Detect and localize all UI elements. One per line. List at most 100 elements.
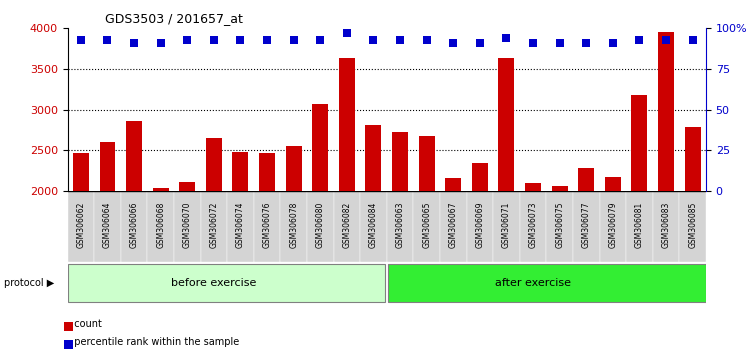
Bar	[147, 28, 174, 191]
Point	[500, 35, 512, 41]
Text: percentile rank within the sample: percentile rank within the sample	[68, 337, 239, 347]
Point	[341, 30, 353, 36]
Bar	[599, 191, 626, 262]
Bar	[333, 191, 360, 262]
Bar	[339, 58, 354, 191]
Bar	[499, 58, 514, 191]
Text: GSM306080: GSM306080	[315, 202, 324, 248]
Text: GSM306078: GSM306078	[289, 202, 298, 248]
Bar	[387, 28, 413, 191]
Text: GSM306063: GSM306063	[396, 202, 405, 248]
Bar	[472, 164, 488, 191]
Text: GDS3503 / 201657_at: GDS3503 / 201657_at	[105, 12, 243, 25]
Bar	[578, 169, 594, 191]
Bar	[547, 28, 573, 191]
Bar	[680, 191, 706, 262]
Point	[527, 40, 539, 46]
Text: GSM306083: GSM306083	[662, 202, 671, 248]
Bar	[312, 104, 328, 191]
Bar	[280, 28, 307, 191]
Text: GSM306065: GSM306065	[422, 202, 431, 248]
Bar	[121, 191, 147, 262]
Bar	[413, 28, 440, 191]
Bar	[419, 136, 435, 191]
Bar	[653, 28, 680, 191]
Bar	[206, 138, 222, 191]
Bar	[626, 191, 653, 262]
Bar	[493, 191, 520, 262]
Point	[633, 37, 645, 42]
Bar	[520, 28, 547, 191]
Bar	[152, 188, 169, 191]
Bar	[493, 28, 520, 191]
Bar	[233, 152, 249, 191]
Bar	[466, 191, 493, 262]
Bar	[626, 28, 653, 191]
Bar	[99, 142, 116, 191]
Bar	[685, 127, 701, 191]
Text: GSM306079: GSM306079	[608, 202, 617, 248]
Text: count: count	[68, 319, 101, 329]
Bar	[228, 28, 254, 191]
Text: GSM306066: GSM306066	[130, 202, 139, 248]
Point	[314, 37, 326, 42]
Point	[234, 37, 246, 42]
Bar	[228, 191, 254, 262]
Bar	[147, 191, 174, 262]
Bar	[466, 28, 493, 191]
Bar	[174, 191, 201, 262]
Text: GSM306082: GSM306082	[342, 202, 351, 248]
Text: GSM306062: GSM306062	[77, 202, 86, 248]
Point	[394, 37, 406, 42]
Text: before exercise: before exercise	[171, 278, 257, 288]
Bar	[68, 191, 94, 262]
Bar	[94, 191, 121, 262]
Text: GSM306076: GSM306076	[263, 202, 272, 248]
Bar	[254, 28, 280, 191]
Bar	[573, 28, 599, 191]
Point	[581, 40, 593, 46]
Text: GSM306081: GSM306081	[635, 202, 644, 248]
Point	[448, 40, 460, 46]
Bar	[121, 28, 147, 191]
Point	[660, 37, 672, 42]
Text: GSM306072: GSM306072	[210, 202, 219, 248]
Bar	[201, 28, 228, 191]
Point	[155, 40, 167, 46]
Text: GSM306064: GSM306064	[103, 202, 112, 248]
Bar	[525, 183, 541, 191]
Text: GSM306084: GSM306084	[369, 202, 378, 248]
Bar	[632, 95, 647, 191]
Bar	[68, 28, 94, 191]
Bar	[285, 146, 302, 191]
Point	[128, 40, 140, 46]
Point	[474, 40, 486, 46]
Bar	[440, 191, 466, 262]
Bar	[413, 191, 440, 262]
Text: protocol ▶: protocol ▶	[4, 278, 54, 288]
Point	[181, 37, 193, 42]
Bar	[174, 28, 201, 191]
Bar	[552, 186, 568, 191]
Text: GSM306077: GSM306077	[582, 202, 591, 248]
Point	[421, 37, 433, 42]
Bar	[520, 191, 547, 262]
Bar	[680, 28, 706, 191]
Bar	[388, 264, 706, 302]
Text: after exercise: after exercise	[495, 278, 571, 288]
Text: GSM306074: GSM306074	[236, 202, 245, 248]
Bar	[254, 191, 280, 262]
Bar	[392, 132, 408, 191]
Text: GSM306071: GSM306071	[502, 202, 511, 248]
Point	[101, 37, 113, 42]
Bar	[547, 191, 573, 262]
Text: GSM306075: GSM306075	[555, 202, 564, 248]
Bar	[387, 191, 413, 262]
Bar	[201, 191, 228, 262]
Text: GSM306070: GSM306070	[182, 202, 192, 248]
Bar	[94, 28, 121, 191]
Point	[288, 37, 300, 42]
Bar	[653, 191, 680, 262]
Point	[261, 37, 273, 42]
Bar	[68, 264, 385, 302]
